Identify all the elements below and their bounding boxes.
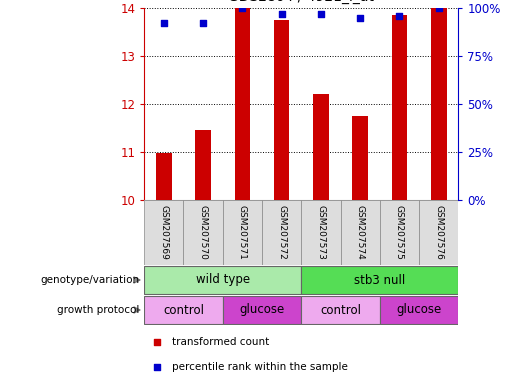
Title: GDS2804 / 4921_i_at: GDS2804 / 4921_i_at (228, 0, 374, 4)
Text: glucose: glucose (397, 303, 442, 316)
Bar (262, 200, 301, 265)
Bar (144, 200, 183, 265)
Bar (380, 296, 458, 324)
Point (278, 11, 286, 17)
Point (317, 11, 325, 17)
Text: stb3 null: stb3 null (354, 273, 405, 286)
Bar (301, 266, 458, 295)
Text: GSM207575: GSM207575 (395, 205, 404, 260)
Text: GSM207576: GSM207576 (434, 205, 443, 260)
Bar (391, 15, 407, 200)
Text: GSM207570: GSM207570 (199, 205, 208, 260)
Point (356, 15, 364, 21)
Point (238, 5, 247, 11)
Point (160, 20, 168, 26)
Bar (144, 266, 301, 295)
Point (152, 338, 161, 344)
Bar (274, 20, 289, 200)
Text: GSM207574: GSM207574 (356, 205, 365, 260)
Bar (183, 200, 222, 265)
Bar (301, 200, 340, 265)
Bar (419, 200, 458, 265)
Bar (352, 116, 368, 200)
Point (396, 13, 404, 19)
Text: GSM207572: GSM207572 (277, 205, 286, 260)
Bar (340, 200, 380, 265)
Text: GSM207569: GSM207569 (159, 205, 168, 260)
Bar (431, 8, 447, 200)
Bar (313, 94, 329, 200)
Text: percentile rank within the sample: percentile rank within the sample (173, 362, 348, 372)
Text: GSM207573: GSM207573 (316, 205, 325, 260)
Text: wild type: wild type (196, 273, 250, 286)
Text: transformed count: transformed count (173, 336, 270, 346)
Bar (222, 296, 301, 324)
Point (152, 364, 161, 371)
Point (199, 20, 207, 26)
Bar (380, 200, 419, 265)
Text: genotype/variation: genotype/variation (40, 275, 139, 285)
Bar (156, 154, 171, 200)
Text: GSM207571: GSM207571 (238, 205, 247, 260)
Text: control: control (163, 303, 204, 316)
Text: growth protocol: growth protocol (57, 305, 139, 315)
Text: glucose: glucose (239, 303, 285, 316)
Bar (144, 296, 222, 324)
Bar (222, 200, 262, 265)
Bar (234, 8, 250, 200)
Point (435, 5, 443, 11)
Text: control: control (320, 303, 361, 316)
Bar (195, 131, 211, 200)
Bar (301, 296, 380, 324)
